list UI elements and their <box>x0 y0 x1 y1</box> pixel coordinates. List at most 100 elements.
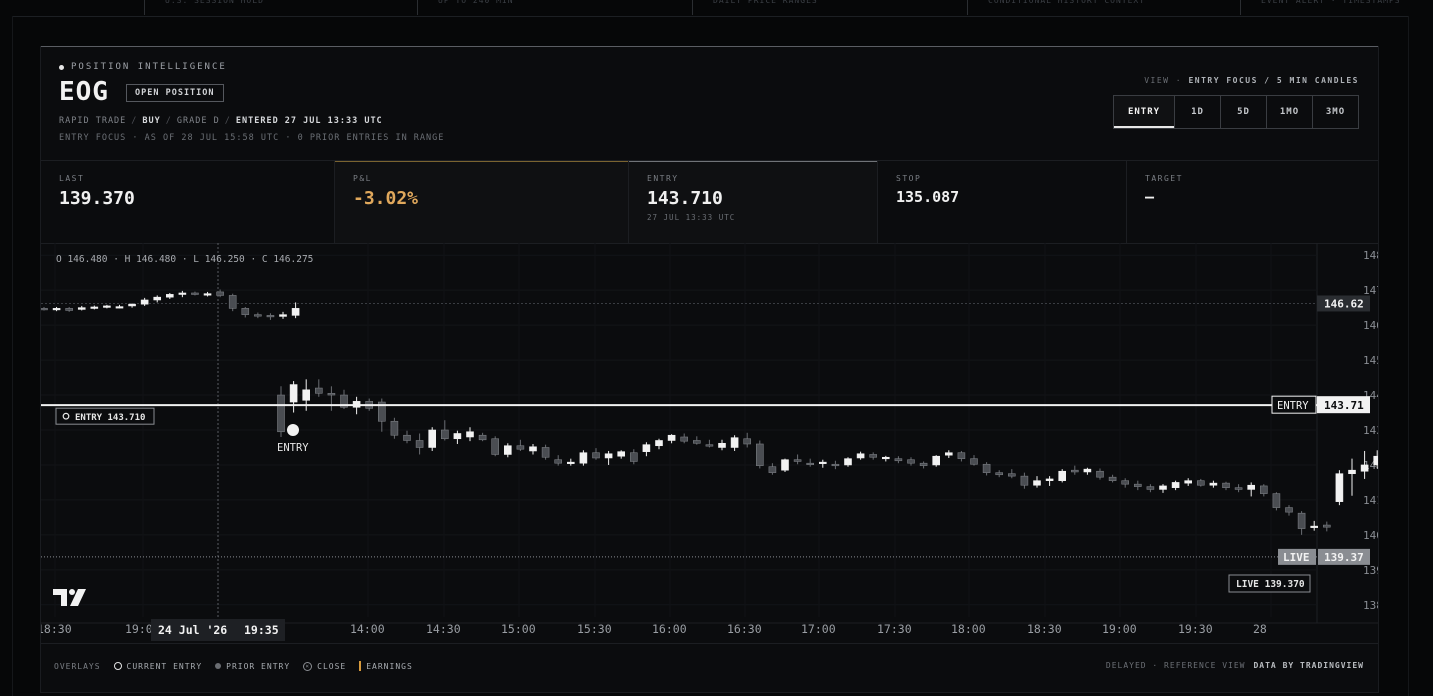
candle-body <box>1184 480 1192 484</box>
candle-body <box>1285 507 1293 513</box>
candle-body <box>466 431 474 438</box>
x-tick-label: 15:30 <box>577 622 612 636</box>
range-5d-button[interactable]: 5D <box>1220 96 1266 128</box>
candle-body <box>153 296 162 301</box>
section-tag-label: POSITION INTELLIGENCE <box>71 62 227 72</box>
candle-body <box>1348 469 1356 474</box>
candle-body <box>1083 468 1092 473</box>
logo-mark-left <box>53 589 67 606</box>
candle-body <box>403 434 411 441</box>
candle-body <box>1007 473 1016 477</box>
candle-body <box>1121 480 1129 485</box>
x-tick-label: 18:30 <box>41 622 72 636</box>
status-badge: OPEN POSITION <box>126 84 224 102</box>
candle-body <box>1335 473 1344 502</box>
x-tick-label: 16:00 <box>652 622 687 636</box>
entry-marker-label: ENTRY 143.710 <box>75 413 145 423</box>
stat-target-label: TARGET <box>1145 174 1183 183</box>
candle-body <box>781 459 789 471</box>
top-tab-4[interactable]: CONDITIONAL HISTORY CONTEXT <box>967 0 1228 15</box>
candle-body <box>743 438 752 445</box>
candle-body <box>491 438 500 455</box>
candle-body <box>302 389 311 401</box>
y-tick-label: 140.00 <box>1363 529 1378 542</box>
candle-body <box>65 308 73 311</box>
candle-body <box>291 308 300 316</box>
stat-pnl-label: P&L <box>353 174 372 183</box>
overlay-legend: OVERLAYS CURRENT ENTRY PRIOR ENTRY × CLOS… <box>54 661 413 671</box>
candle-body <box>1260 485 1268 494</box>
top-tab-3[interactable]: DAILY PRICE RANGES <box>692 0 953 15</box>
stats-row: LAST 139.370 P&L -3.02% ENTRY 143.710 27 JUL… <box>41 160 1378 244</box>
candle-body <box>806 462 815 466</box>
candle-body <box>266 315 275 318</box>
meta-entered: ENTERED 27 JUL 13:33 UTC <box>235 116 383 126</box>
stat-last-label: LAST <box>59 174 85 183</box>
candle-body <box>617 451 626 457</box>
candle-body <box>1297 512 1306 529</box>
entry-marker-box <box>55 407 155 425</box>
candle-body <box>982 463 991 473</box>
range-1mo-button[interactable]: 1MO <box>1266 96 1312 128</box>
candle-body <box>718 442 726 448</box>
candle-body <box>554 459 563 464</box>
candle-body <box>503 445 512 455</box>
y-tick-label: 148.00 <box>1363 249 1378 262</box>
stat-pnl-value: -3.02% <box>353 188 419 209</box>
candle-body <box>52 308 61 311</box>
x-tick-label: 19:30 <box>1178 622 1213 636</box>
overlay-earnings[interactable]: EARNINGS <box>359 661 413 671</box>
overlay-prior-entry[interactable]: PRIOR ENTRY <box>215 662 290 671</box>
candle-body <box>944 452 953 456</box>
view-label-prefix: VIEW · <box>1144 76 1183 85</box>
overlay-close[interactable]: × CLOSE <box>303 661 346 671</box>
live-line-label: LIVE <box>1283 551 1310 564</box>
candle-body <box>1159 485 1167 490</box>
candle-body <box>327 392 336 396</box>
top-tab-5[interactable]: EVENT ALERT · TIMESTAMPS <box>1240 0 1429 15</box>
range-3mo-button[interactable]: 3MO <box>1312 96 1358 128</box>
candle-body <box>1373 455 1378 466</box>
tradingview-credit[interactable]: DATA BY TRADINGVIEW <box>1253 661 1364 670</box>
x-tick-label: 18:30 <box>1027 622 1062 636</box>
position-meta: RAPID TRADE / BUY / GRADE D / ENTERED 27 JUL 1… <box>59 116 383 126</box>
candle-body <box>77 307 86 310</box>
candle-body <box>768 466 777 473</box>
stat-target-value: — <box>1145 188 1155 206</box>
x-tick-label: 14:00 <box>350 622 385 636</box>
y-tick-label: 147.00 <box>1363 284 1378 297</box>
stat-entry-time: 27 JUL 13:33 UTC <box>647 213 736 222</box>
stat-stop: STOP 135.087 <box>878 161 1127 243</box>
candle-body <box>529 446 537 452</box>
stat-last: LAST 139.370 <box>41 161 335 243</box>
top-tab-1[interactable]: U.S. SESSION HOLD <box>144 0 405 15</box>
x-tick-label: 14:30 <box>426 622 461 636</box>
range-1d-button[interactable]: 1D <box>1174 96 1220 128</box>
candle-body <box>166 294 174 298</box>
live-price-tag-bg <box>1318 548 1370 565</box>
candle-body <box>629 452 638 462</box>
y-tick-label: 138.00 <box>1363 599 1378 612</box>
price-chart[interactable]: 148.00147.00146.00145.00144.00143.00142.… <box>41 47 1378 643</box>
data-source: DELAYED · REFERENCE VIEW DATA BY TRADINGV… <box>1106 661 1364 670</box>
logo-mark-right <box>70 589 86 606</box>
candle-body <box>1171 482 1180 488</box>
candle-body <box>831 463 840 467</box>
candle-body <box>1310 525 1318 528</box>
overlay-prior-entry-label: PRIOR ENTRY <box>226 661 291 671</box>
prior-entry-icon <box>215 663 222 669</box>
range-entry-button[interactable]: ENTRY <box>1114 96 1174 128</box>
stat-target: TARGET — <box>1127 161 1378 243</box>
x-tick-label: 18:00 <box>951 622 986 636</box>
candle-body <box>1360 464 1369 472</box>
overlay-current-entry[interactable]: CURRENT ENTRY <box>113 662 203 671</box>
candle-body <box>970 458 978 465</box>
entry-point-icon <box>287 424 299 436</box>
candle-body <box>856 453 865 459</box>
candle-body <box>478 434 487 441</box>
candle-body <box>894 458 903 462</box>
earnings-marker-icon <box>359 661 362 671</box>
y-tick-label: 143.00 <box>1363 424 1378 437</box>
top-tab-2[interactable]: UP TO 240 MIN <box>417 0 678 15</box>
candle-body <box>730 437 739 448</box>
